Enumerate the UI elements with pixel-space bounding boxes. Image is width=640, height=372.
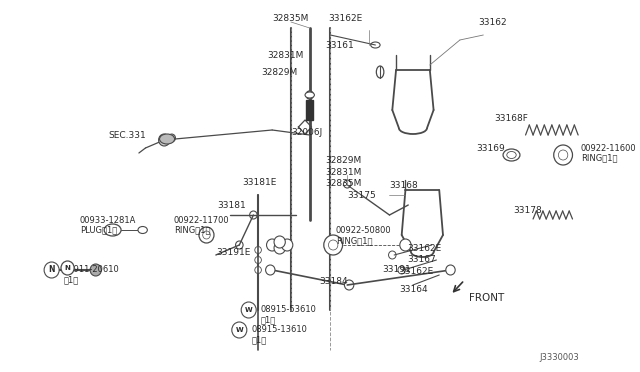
Text: 33162: 33162 <box>479 17 508 26</box>
Text: 33181: 33181 <box>218 201 246 209</box>
Text: 32831M: 32831M <box>268 51 304 60</box>
Text: 33184: 33184 <box>319 278 348 286</box>
Text: RING⁨1⁩: RING⁨1⁩ <box>581 154 618 163</box>
Text: SEC.331: SEC.331 <box>108 131 146 140</box>
Text: 33168: 33168 <box>390 180 418 189</box>
Text: J3330003: J3330003 <box>540 353 579 362</box>
Circle shape <box>255 257 261 263</box>
Text: W: W <box>236 327 243 333</box>
Text: 33162E: 33162E <box>399 267 433 276</box>
Text: 00933-1281A: 00933-1281A <box>80 215 136 224</box>
Text: 32006J: 32006J <box>291 128 322 137</box>
Ellipse shape <box>159 134 175 144</box>
Circle shape <box>44 262 59 278</box>
Circle shape <box>241 302 256 318</box>
Text: 32829M: 32829M <box>326 155 362 164</box>
Circle shape <box>159 134 170 146</box>
Circle shape <box>61 261 74 275</box>
Text: 33191E: 33191E <box>216 247 250 257</box>
Circle shape <box>446 265 455 275</box>
Text: RING⁨1⁩: RING⁨1⁩ <box>336 237 372 246</box>
Text: 08915-13610: 08915-13610 <box>252 326 307 334</box>
Circle shape <box>282 239 293 251</box>
Circle shape <box>344 280 354 290</box>
Text: 33162E: 33162E <box>328 13 363 22</box>
Circle shape <box>168 134 175 142</box>
Text: 33167: 33167 <box>407 256 436 264</box>
Ellipse shape <box>104 224 121 236</box>
Text: 08911-20610: 08911-20610 <box>64 266 120 275</box>
Text: 33164: 33164 <box>399 285 428 295</box>
Text: FRONT: FRONT <box>469 293 504 303</box>
Circle shape <box>274 236 285 248</box>
Text: 33169: 33169 <box>477 144 506 153</box>
Circle shape <box>232 322 247 338</box>
Circle shape <box>554 145 573 165</box>
Text: N: N <box>65 265 70 271</box>
Text: 32835M: 32835M <box>272 13 308 22</box>
Text: 00922-11700: 00922-11700 <box>173 215 229 224</box>
Text: 33162E: 33162E <box>407 244 442 253</box>
Circle shape <box>199 227 214 243</box>
Text: 00922-11600: 00922-11600 <box>581 144 637 153</box>
Text: RING⁨1⁩: RING⁨1⁩ <box>173 225 210 234</box>
Text: 33178: 33178 <box>513 205 542 215</box>
Ellipse shape <box>376 66 384 78</box>
Text: 08915-53610: 08915-53610 <box>261 305 317 314</box>
Text: ⁨1⁩: ⁨1⁩ <box>64 276 79 285</box>
Circle shape <box>324 235 342 255</box>
Text: 33161: 33161 <box>326 41 355 49</box>
Text: 32829M: 32829M <box>261 67 297 77</box>
Circle shape <box>255 247 261 253</box>
Circle shape <box>400 239 411 251</box>
Text: 33191: 33191 <box>382 266 411 275</box>
Circle shape <box>328 240 338 250</box>
Text: 32831M: 32831M <box>326 167 362 176</box>
Text: N: N <box>49 266 55 275</box>
Ellipse shape <box>503 149 520 161</box>
Text: ⁨1⁩: ⁨1⁩ <box>252 336 267 344</box>
Circle shape <box>266 265 275 275</box>
Ellipse shape <box>507 151 516 158</box>
Text: 00922-50800: 00922-50800 <box>336 225 392 234</box>
Circle shape <box>559 150 568 160</box>
Text: ⁨1⁩: ⁨1⁩ <box>261 315 276 324</box>
Text: 33168F: 33168F <box>495 113 529 122</box>
Bar <box>306 100 312 120</box>
Text: PLUG⁨1⁩: PLUG⁨1⁩ <box>80 225 117 234</box>
Circle shape <box>255 266 261 273</box>
Ellipse shape <box>305 92 314 98</box>
Ellipse shape <box>138 227 147 234</box>
Circle shape <box>90 264 101 276</box>
Circle shape <box>306 91 314 99</box>
Circle shape <box>266 239 278 251</box>
Text: W: W <box>245 307 253 313</box>
Text: 33175: 33175 <box>348 190 376 199</box>
Circle shape <box>274 242 285 254</box>
Circle shape <box>203 231 210 239</box>
Text: 32835M: 32835M <box>326 179 362 187</box>
Text: 33181E: 33181E <box>242 177 276 186</box>
